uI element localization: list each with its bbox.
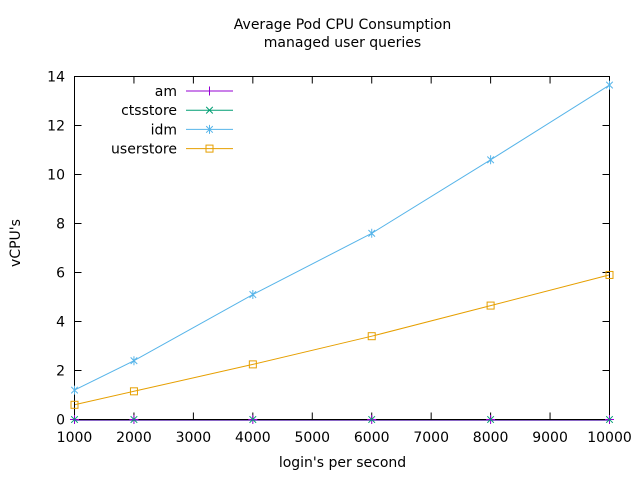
x-tick-label: 2000: [116, 430, 152, 446]
series-line-idm: [74, 84, 610, 391]
marker-idm: [70, 385, 79, 395]
chart-title-line1: Average Pod CPU Consumption: [233, 17, 452, 33]
x-tick-label: 4000: [235, 430, 271, 446]
marker-idm: [130, 356, 138, 366]
marker-ctsstore: [70, 415, 79, 424]
marker-userstore: [367, 332, 376, 341]
x-tick-label: 3000: [176, 430, 212, 446]
marker-idm: [605, 80, 614, 90]
series-line-userstore: [74, 274, 610, 406]
y-tick-label: 4: [56, 315, 65, 331]
marker-userstore: [605, 270, 614, 279]
y-tick-label: 14: [47, 70, 65, 86]
legend-item-am: am: [155, 84, 233, 100]
y-tick-label: 6: [56, 266, 65, 282]
marker-idm: [249, 290, 257, 300]
y-tick-label: 12: [47, 119, 65, 135]
y-tick-label: 2: [56, 364, 65, 380]
marker-userstore: [248, 360, 257, 369]
x-tick-label: 8000: [473, 430, 509, 446]
x-tick-label: 9000: [532, 430, 568, 446]
marker-idm: [486, 155, 495, 165]
marker-ctsstore: [368, 415, 376, 424]
marker-idm: [368, 228, 376, 238]
legend-marker-sample: [205, 144, 214, 153]
marker-userstore: [486, 301, 495, 310]
tick-labels: 1000 2000 3000 4000 5000 6000 7000 8000 9000 1000…: [47, 70, 632, 447]
marker-ctsstore: [486, 415, 495, 424]
legend-item-ctsstore: ctsstore: [121, 103, 233, 119]
legend-item-idm: idm: [151, 122, 233, 138]
legend: am ctsstore idm userstore: [111, 84, 233, 158]
x-tick-label: 1000: [57, 430, 93, 446]
x-tick-label: 6000: [354, 430, 390, 446]
y-tick-label: 8: [56, 217, 65, 233]
legend-label: ctsstore: [121, 103, 177, 119]
legend-marker-sample: [205, 124, 214, 134]
x-tick-label: 7000: [413, 430, 449, 446]
legend-label: userstore: [111, 142, 177, 158]
marker-userstore: [129, 387, 138, 396]
y-tick-label: 0: [56, 413, 65, 429]
x-tick-label: 5000: [294, 430, 330, 446]
legend-marker-sample: [205, 106, 214, 114]
series-markers: [70, 80, 614, 424]
y-tick-label: 10: [47, 168, 65, 184]
marker-ctsstore: [249, 415, 257, 424]
legend-label: am: [155, 84, 177, 100]
chart-title: Average Pod CPU Consumption managed user…: [75, 16, 610, 52]
legend-label: idm: [151, 122, 177, 138]
chart-title-line2: managed user queries: [263, 35, 422, 51]
marker-ctsstore: [605, 415, 614, 424]
x-axis-label: login's per second: [278, 455, 407, 471]
x-tick-label: 10000: [587, 430, 632, 446]
marker-userstore: [70, 400, 79, 409]
legend-item-userstore: userstore: [111, 142, 233, 158]
marker-ctsstore: [130, 415, 138, 424]
legend-marker-sample: [205, 86, 214, 96]
